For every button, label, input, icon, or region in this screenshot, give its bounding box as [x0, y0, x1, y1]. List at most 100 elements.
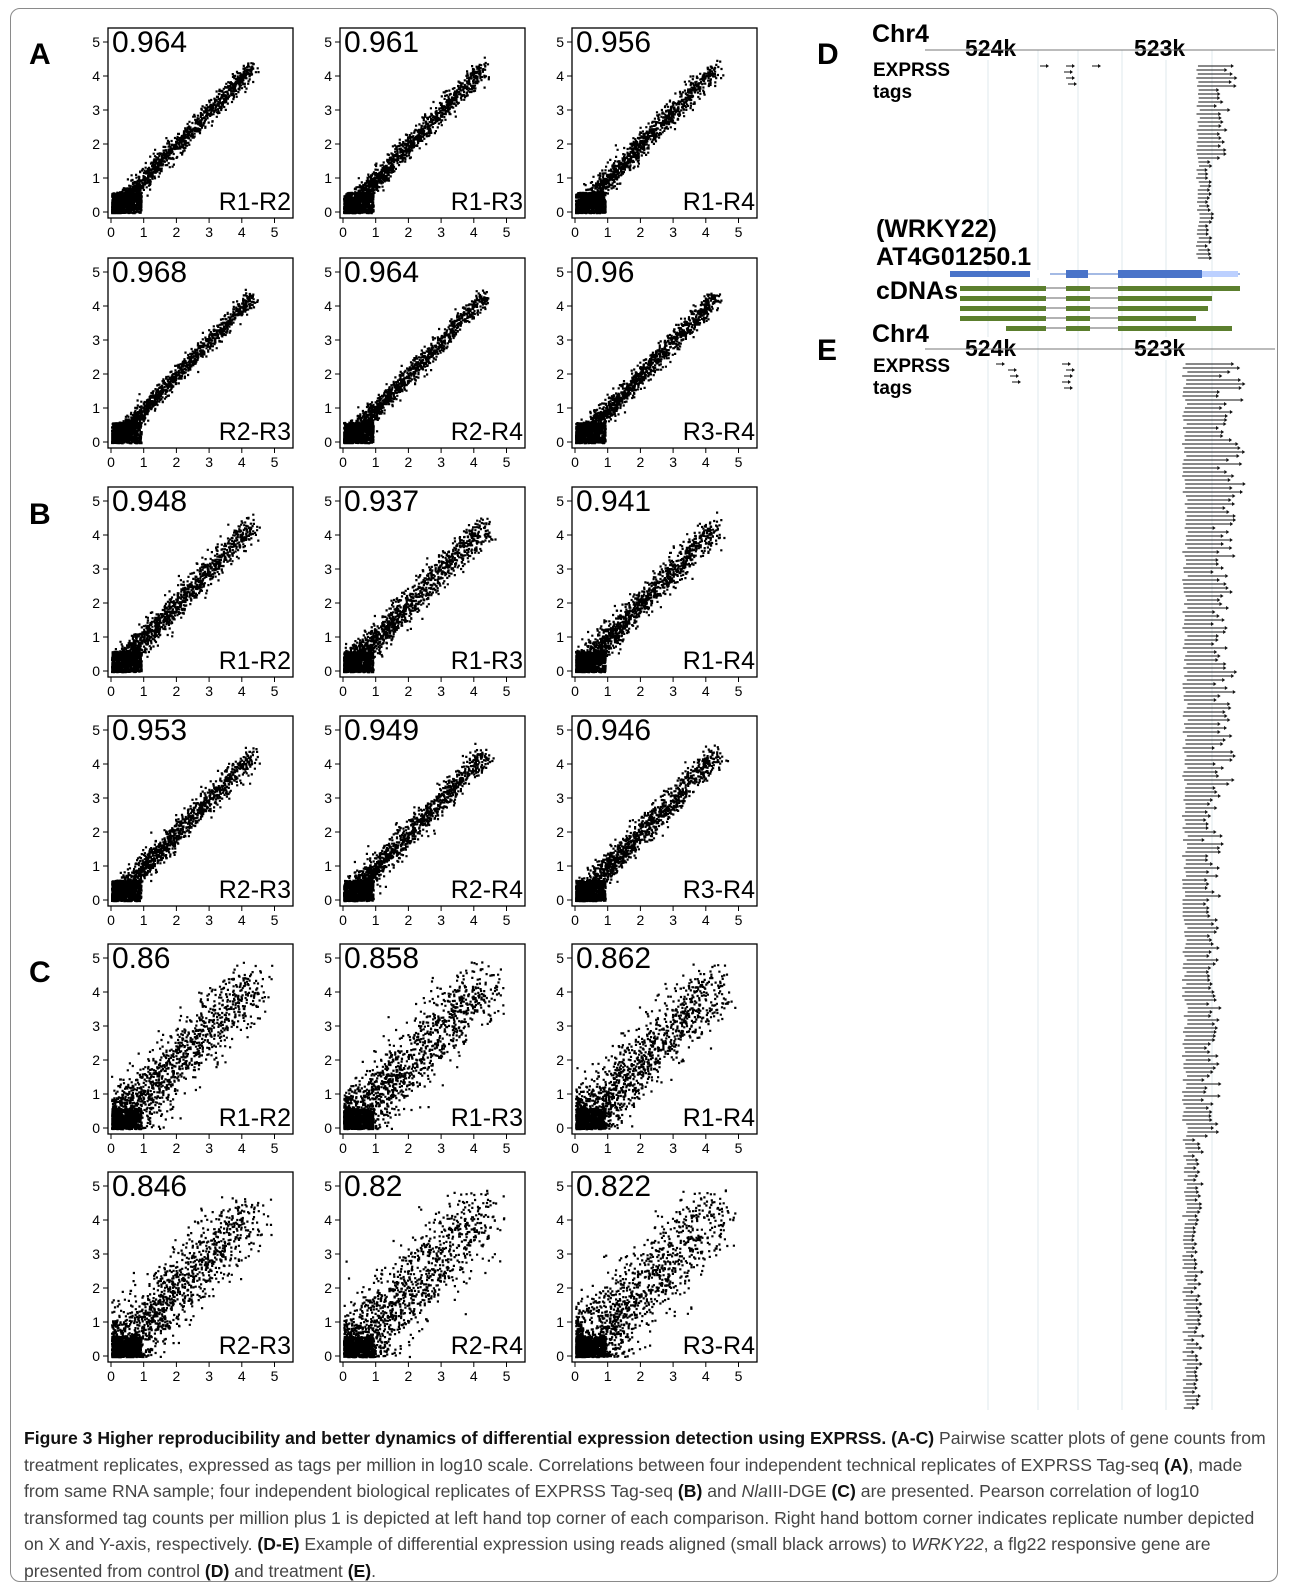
- read-arrowhead: [1196, 1342, 1199, 1346]
- read-arrowhead: [1199, 1206, 1202, 1210]
- read-arrowhead: [1208, 978, 1211, 982]
- read-arrowhead: [1207, 954, 1210, 958]
- read-arrowhead: [1218, 794, 1221, 798]
- read-arrowhead: [1239, 386, 1242, 390]
- read-arrowhead: [1217, 96, 1220, 100]
- read-arrowhead: [1206, 826, 1209, 830]
- read-arrowhead: [1219, 374, 1222, 378]
- read-arrowhead: [1224, 402, 1227, 406]
- read-arrowhead: [1205, 200, 1208, 204]
- read-arrowhead: [1208, 1014, 1211, 1018]
- read-arrowhead: [1230, 486, 1233, 490]
- read-arrowhead: [1229, 438, 1232, 442]
- read-arrowhead: [1216, 638, 1219, 642]
- read-arrowhead: [1196, 1398, 1199, 1402]
- read-arrowhead: [1240, 490, 1243, 494]
- read-arrowhead: [1231, 674, 1234, 678]
- caption-ref: (D): [205, 1561, 229, 1581]
- read-arrowhead: [1196, 1306, 1199, 1310]
- read-arrowhead: [1225, 646, 1228, 650]
- read-arrowhead: [1219, 406, 1222, 410]
- read-arrowhead: [1216, 1130, 1219, 1134]
- read-arrowhead: [1205, 1134, 1208, 1138]
- read-arrowhead: [1216, 562, 1219, 566]
- read-arrowhead: [1211, 942, 1214, 946]
- read-arrowhead: [1217, 866, 1220, 870]
- read-arrowhead: [1207, 802, 1210, 806]
- read-arrowhead: [1205, 176, 1208, 180]
- read-arrowhead: [1212, 990, 1215, 994]
- read-arrowhead: [1209, 236, 1212, 240]
- read-arrowhead: [1206, 232, 1209, 236]
- read-arrowhead: [1207, 1074, 1210, 1078]
- read-arrowhead: [1205, 858, 1208, 862]
- read-arrowhead: [1212, 1038, 1215, 1042]
- read-arrowhead: [1201, 1182, 1204, 1186]
- read-arrowhead: [1219, 116, 1222, 120]
- read-arrowhead: [1194, 1370, 1197, 1374]
- read-arrowhead: [1211, 216, 1214, 220]
- read-arrowhead: [1216, 874, 1219, 878]
- read-arrowhead: [1228, 370, 1231, 374]
- read-arrowhead: [1237, 366, 1240, 370]
- read-arrowhead: [1195, 1250, 1198, 1254]
- read-arrowhead: [1217, 598, 1220, 602]
- read-arrowhead: [1206, 882, 1209, 886]
- read-arrowhead: [1208, 208, 1211, 212]
- read-arrowhead: [1216, 958, 1219, 962]
- read-arrowhead: [1193, 1138, 1196, 1142]
- read-arrowhead: [1209, 220, 1212, 224]
- read-arrowhead: [1192, 1406, 1195, 1410]
- read-arrowhead: [1072, 368, 1075, 372]
- read-arrowhead: [1205, 172, 1208, 176]
- read-arrowhead: [1231, 474, 1234, 478]
- read-arrowhead: [1242, 450, 1245, 454]
- read-arrowhead: [1224, 68, 1227, 72]
- read-arrowhead: [1198, 1310, 1201, 1314]
- read-arrowhead: [1223, 506, 1226, 510]
- read-arrowhead: [1068, 362, 1071, 366]
- read-arrowhead: [1209, 938, 1212, 942]
- read-arrowhead: [1216, 558, 1219, 562]
- read-arrowhead: [1201, 1270, 1204, 1274]
- read-arrowhead: [1222, 140, 1225, 144]
- caption-ref: (B): [678, 1481, 702, 1501]
- read-arrowhead: [1209, 180, 1212, 184]
- read-arrowhead: [1207, 906, 1210, 910]
- read-arrowhead: [1213, 994, 1216, 998]
- read-arrowhead: [1213, 962, 1216, 966]
- read-arrowhead: [1208, 1042, 1211, 1046]
- read-arrowhead: [1207, 934, 1210, 938]
- read-arrowhead: [1209, 240, 1212, 244]
- read-arrowhead: [1230, 522, 1233, 526]
- read-arrowhead: [1217, 156, 1220, 160]
- read-arrowhead: [1238, 378, 1241, 382]
- read-arrowhead: [1238, 446, 1241, 450]
- read-arrowhead: [1222, 618, 1225, 622]
- read-arrowhead: [1194, 1258, 1197, 1262]
- read-arrowhead: [1225, 686, 1228, 690]
- read-arrowhead: [1211, 212, 1214, 216]
- read-arrowhead: [1194, 1166, 1197, 1170]
- read-arrowhead: [1209, 1114, 1212, 1118]
- read-arrowhead: [1223, 666, 1226, 670]
- read-arrowhead: [1230, 72, 1233, 76]
- read-arrowhead: [1206, 224, 1209, 228]
- read-arrowhead: [1225, 128, 1228, 132]
- read-arrowhead: [1207, 196, 1210, 200]
- read-arrowhead: [1218, 722, 1221, 726]
- read-arrowhead: [1194, 1278, 1197, 1282]
- read-arrowhead: [1196, 1366, 1199, 1370]
- caption-text: III-DGE: [768, 1481, 832, 1501]
- read-arrowhead: [1196, 1298, 1199, 1302]
- read-arrowhead: [1226, 458, 1229, 462]
- read-arrowhead: [1194, 1242, 1197, 1246]
- read-arrowhead: [1221, 566, 1224, 570]
- read-arrowhead: [1198, 1142, 1201, 1146]
- read-arrowhead: [1230, 758, 1233, 762]
- read-arrowhead: [1192, 1234, 1195, 1238]
- read-arrowhead: [1198, 1318, 1201, 1322]
- caption-title: Figure 3 Higher reproducibility and bett…: [24, 1428, 886, 1448]
- read-arrowhead: [1201, 1150, 1204, 1154]
- read-arrowhead: [1194, 1286, 1197, 1290]
